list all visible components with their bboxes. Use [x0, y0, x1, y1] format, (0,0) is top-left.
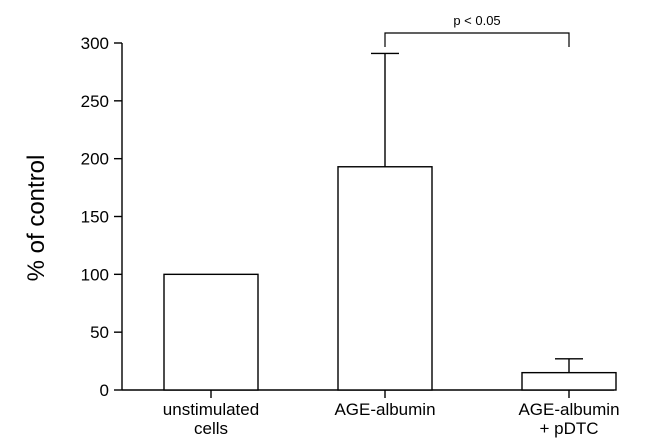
y-tick-label: 150: [81, 208, 109, 227]
bars: [163, 166, 617, 391]
y-tick-label: 250: [81, 92, 109, 111]
significance-line: [384, 32, 570, 47]
y-tick-label: 200: [81, 150, 109, 169]
error-bar: [371, 52, 399, 167]
category-label-line: AGE-albumin: [334, 400, 435, 419]
significance-label: p < 0.05: [453, 13, 500, 28]
bar: [521, 371, 617, 391]
y-axis-label: % of control: [23, 155, 50, 282]
category-label-line: AGE-albumin: [518, 400, 619, 419]
category-label-line: unstimulated: [163, 400, 259, 419]
error-bars: [371, 52, 583, 373]
category-label-line: + pDTC: [539, 419, 598, 438]
y-tick-label: 300: [81, 34, 109, 53]
category-label: AGE-albumin: [334, 400, 435, 419]
bar: [163, 273, 259, 391]
y-tick-label: 50: [90, 323, 109, 342]
significance-bracket: p < 0.05: [384, 13, 570, 47]
category-label: unstimulated cells: [163, 400, 259, 438]
category-label-line: cells: [194, 419, 228, 438]
bar: [337, 166, 433, 391]
y-tick-label: 100: [81, 265, 109, 284]
category-label: AGE-albumin + pDTC: [518, 400, 619, 438]
error-bar: [555, 358, 583, 373]
y-tick-label: 0: [100, 381, 109, 400]
